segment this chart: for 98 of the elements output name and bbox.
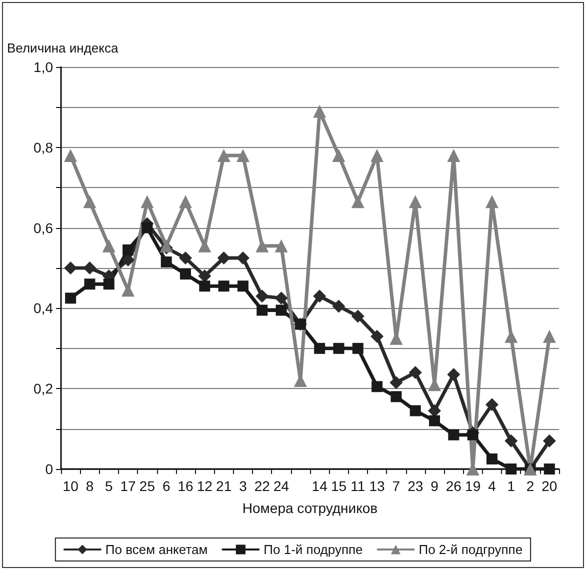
- point: [544, 464, 555, 474]
- x-tick-label: 21: [216, 478, 232, 494]
- y-tick-label: 0,8: [34, 139, 54, 156]
- y-tick-label: 1,0: [34, 59, 54, 75]
- y-tick-label: 0,6: [34, 220, 54, 236]
- y-tick-label: 0,4: [34, 300, 54, 316]
- point: [332, 300, 346, 313]
- point: [351, 195, 364, 208]
- x-tick-label: 11: [350, 478, 366, 494]
- point: [274, 292, 288, 305]
- point: [352, 342, 364, 354]
- x-tick-label: 25: [139, 478, 156, 494]
- x-tick-label: 15: [330, 478, 347, 494]
- point: [313, 290, 326, 303]
- point: [236, 148, 250, 162]
- point: [332, 148, 346, 162]
- x-tick-label: 20: [542, 478, 558, 494]
- point: [140, 195, 154, 208]
- point: [103, 278, 114, 290]
- x-tick-label: 4: [488, 478, 496, 494]
- legend-label: По всем анкетам: [105, 542, 208, 557]
- x-tick-label: 7: [392, 478, 400, 494]
- point: [179, 195, 192, 208]
- x-tick-label: 8: [86, 478, 94, 494]
- x-tick-label: 13: [369, 478, 386, 494]
- point: [370, 148, 384, 162]
- point: [65, 292, 76, 304]
- x-tick-label: 22: [254, 478, 270, 494]
- x-tick-label: 17: [120, 478, 136, 494]
- point: [504, 434, 518, 448]
- point: [256, 290, 269, 303]
- legend-label: По 2-й подгруппе: [418, 542, 523, 557]
- point: [447, 148, 460, 162]
- point: [372, 381, 383, 392]
- point: [542, 330, 556, 343]
- point: [179, 251, 192, 264]
- y-tick-label: 0: [45, 461, 54, 477]
- point: [542, 434, 556, 448]
- point: [274, 239, 288, 252]
- x-tick-label: 1: [507, 478, 516, 494]
- point: [64, 262, 78, 274]
- x-tick-label: 2: [526, 478, 534, 494]
- point: [390, 391, 402, 402]
- point: [390, 376, 403, 390]
- point: [485, 195, 498, 208]
- point: [370, 330, 384, 343]
- x-tick-label: 9: [430, 478, 439, 494]
- x-tick-label: 10: [62, 478, 79, 494]
- point: [408, 366, 422, 380]
- point: [217, 251, 230, 264]
- x-tick-label: 19: [465, 478, 481, 494]
- point: [256, 304, 268, 316]
- point: [122, 244, 134, 256]
- x-tick-label: 3: [239, 478, 248, 494]
- point: [83, 195, 96, 208]
- point: [199, 280, 210, 292]
- point: [506, 464, 517, 474]
- y-tick-label: 0,2: [34, 380, 54, 397]
- point: [276, 304, 287, 316]
- point: [64, 148, 78, 162]
- legend-label: По 1-й подруппе: [264, 542, 363, 557]
- point: [408, 195, 422, 208]
- point: [314, 342, 326, 354]
- point: [429, 415, 440, 426]
- point: [504, 330, 518, 343]
- point: [237, 280, 248, 292]
- point: [485, 398, 498, 412]
- x-tick-label: 24: [273, 478, 290, 494]
- y-axis-title: Величина индекса: [7, 40, 119, 56]
- x-tick-label: 5: [104, 478, 113, 494]
- point: [84, 278, 96, 290]
- point: [351, 310, 364, 323]
- point: [467, 429, 478, 440]
- x-tick-label: 23: [408, 478, 424, 494]
- point: [256, 239, 269, 252]
- point: [448, 429, 460, 440]
- point: [236, 251, 250, 264]
- x-tick-label: 6: [162, 478, 170, 494]
- point: [180, 268, 191, 280]
- point: [198, 270, 212, 283]
- point: [410, 405, 421, 416]
- point: [428, 404, 441, 418]
- x-tick-label: 12: [196, 478, 213, 494]
- x-tick-label: 16: [178, 478, 194, 494]
- x-axis-title: Номера сотрудников: [242, 500, 378, 516]
- point: [313, 104, 326, 118]
- x-tick-label: 14: [312, 478, 328, 494]
- point: [142, 222, 153, 234]
- point: [333, 342, 344, 354]
- x-tick-label: 26: [446, 478, 462, 494]
- point: [102, 239, 116, 252]
- point: [218, 280, 230, 292]
- point: [447, 368, 460, 382]
- point: [83, 262, 96, 274]
- point: [217, 148, 230, 162]
- point: [160, 256, 172, 268]
- point: [486, 453, 498, 464]
- point: [122, 253, 135, 266]
